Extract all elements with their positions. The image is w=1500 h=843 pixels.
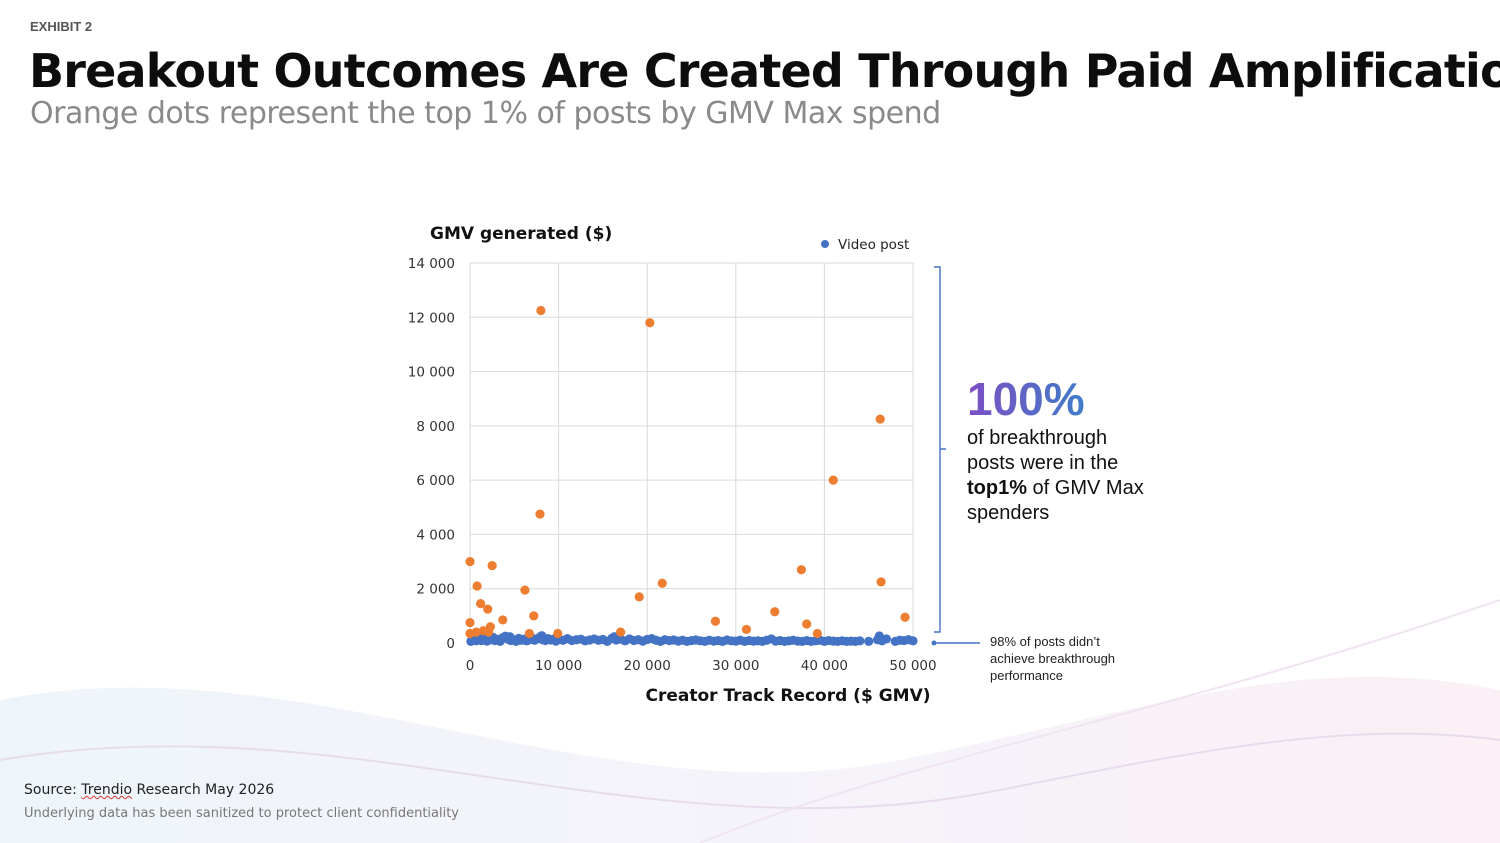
plot-area bbox=[469, 262, 914, 644]
y-axis-label: GMV generated ($) bbox=[430, 224, 612, 244]
top-spender-point bbox=[465, 556, 475, 567]
legend-label: Video post bbox=[838, 237, 909, 253]
grid-lines bbox=[469, 262, 914, 644]
baseline-pointer-dot bbox=[931, 640, 937, 646]
source-org: Trendio bbox=[81, 782, 133, 798]
video-post-point bbox=[537, 631, 547, 641]
data-points bbox=[465, 305, 918, 646]
legend-marker bbox=[821, 240, 829, 248]
video-post-point bbox=[505, 632, 515, 642]
video-post-point bbox=[881, 634, 892, 644]
axis-ticks: 0 2 000 4 000 6 000 8 000 10 000 12 000 14 000 0… bbox=[408, 256, 937, 674]
callout-line-3-rest: of GMV Max bbox=[1027, 477, 1144, 499]
y-tick-label: 6 000 bbox=[416, 473, 455, 489]
top-spender-point bbox=[487, 561, 497, 571]
callout-line-1: of breakthrough bbox=[967, 427, 1108, 449]
top-spender-point bbox=[812, 628, 822, 639]
top-spender-point bbox=[476, 599, 486, 609]
top-spender-point bbox=[741, 624, 752, 635]
source-rest: Research May 2026 bbox=[132, 782, 275, 798]
y-tick-label: 2 000 bbox=[416, 582, 455, 598]
callout-percent: 100% bbox=[967, 373, 1085, 425]
note-line-1: 98% of posts didn’t bbox=[990, 634, 1100, 649]
top-spender-point bbox=[802, 619, 812, 629]
disclaimer: Underlying data has been sanitized to pr… bbox=[24, 806, 460, 821]
top-spender-point bbox=[524, 628, 534, 639]
x-tick-label: 40 000 bbox=[801, 658, 848, 674]
x-tick-label: 20 000 bbox=[624, 658, 671, 674]
y-tick-label: 10 000 bbox=[408, 365, 455, 381]
y-tick-label: 12 000 bbox=[408, 310, 455, 326]
top-spender-point bbox=[796, 565, 806, 575]
top-spender-point bbox=[616, 627, 626, 637]
page-title: Breakout Outcomes Are Created Through Pa… bbox=[29, 44, 1500, 98]
top-spender-point bbox=[484, 627, 494, 637]
top-spender-point bbox=[770, 607, 780, 617]
breakthrough-note: 98% of posts didn’t achieve breakthrough… bbox=[990, 633, 1160, 684]
source-prefix: Source: bbox=[24, 782, 82, 798]
source-line: Source: Trendio Research May 2026 bbox=[24, 782, 274, 798]
series-top-spenders bbox=[465, 305, 910, 639]
y-tick-label: 14 000 bbox=[408, 256, 455, 272]
top-spender-point bbox=[472, 581, 482, 591]
y-tick-label: 4 000 bbox=[416, 527, 455, 543]
top-spender-point bbox=[483, 604, 493, 614]
top-spender-point bbox=[498, 615, 508, 625]
top-spender-point bbox=[553, 628, 563, 639]
callout-line-2: posts were in the bbox=[967, 452, 1119, 474]
note-line-2: achieve breakthrough bbox=[990, 651, 1116, 666]
y-tick-label: 0 bbox=[446, 636, 455, 652]
top-spender-point bbox=[876, 577, 886, 587]
top-spender-point bbox=[657, 578, 667, 588]
top-spender-point bbox=[465, 618, 475, 628]
bracket bbox=[934, 266, 946, 633]
x-tick-label: 30 000 bbox=[712, 658, 759, 674]
x-tick-label: 10 000 bbox=[535, 658, 582, 674]
top-spender-point bbox=[828, 475, 838, 485]
top-spender-point bbox=[900, 612, 910, 622]
top-spender-point bbox=[645, 318, 655, 328]
note-line-3: performance bbox=[990, 668, 1063, 683]
video-post-point bbox=[864, 636, 874, 646]
top-spender-point bbox=[535, 509, 545, 519]
page-subtitle: Orange dots represent the top 1% of post… bbox=[30, 96, 941, 131]
video-post-point bbox=[855, 636, 865, 646]
x-tick-label: 0 bbox=[466, 658, 475, 674]
callout: 100% of breakthrough posts were in the t… bbox=[967, 372, 1207, 526]
y-tick-label: 8 000 bbox=[416, 419, 455, 435]
top-spender-point bbox=[536, 305, 546, 316]
series-video-post bbox=[466, 631, 918, 646]
top-spender-point bbox=[465, 628, 475, 639]
exhibit-label: EXHIBIT 2 bbox=[30, 19, 93, 34]
callout-line-4: spenders bbox=[967, 502, 1050, 524]
x-tick-label: 50 000 bbox=[889, 658, 936, 674]
video-post-point bbox=[908, 636, 918, 646]
top-spender-point bbox=[634, 592, 644, 602]
top-spender-point bbox=[520, 585, 530, 595]
callout-line-3-bold: top1% bbox=[967, 477, 1027, 499]
x-axis-label: Creator Track Record ($ GMV) bbox=[645, 686, 930, 706]
top-spender-point bbox=[529, 611, 539, 621]
callout-text: of breakthrough posts were in the top1% … bbox=[967, 426, 1207, 526]
top-spender-point bbox=[710, 616, 721, 626]
top-spender-point bbox=[875, 414, 885, 424]
